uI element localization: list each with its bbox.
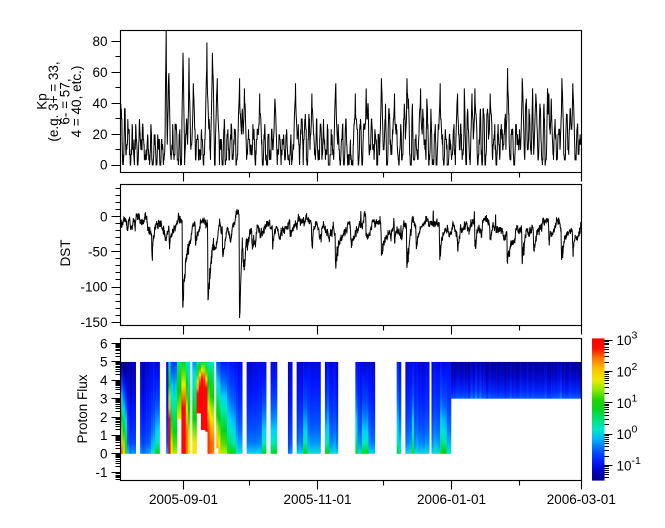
svg-text:2: 2: [100, 410, 108, 425]
svg-text:80: 80: [92, 34, 107, 49]
svg-text:4: 4: [100, 373, 108, 388]
svg-text:DST: DST: [58, 240, 73, 267]
svg-text:Proton Flux: Proton Flux: [75, 374, 90, 443]
svg-text:40: 40: [92, 96, 107, 111]
svg-text:5: 5: [100, 355, 108, 370]
svg-text:Kp: Kp: [35, 93, 50, 110]
svg-text:-150: -150: [80, 315, 107, 330]
svg-text:0: 0: [100, 447, 108, 462]
svg-text:2005-11-01: 2005-11-01: [283, 492, 351, 507]
svg-text:-50: -50: [88, 245, 108, 260]
svg-text:-1: -1: [95, 465, 107, 480]
svg-text:(e.g. 3+ = 33,: (e.g. 3+ = 33,: [46, 61, 61, 141]
svg-text:-100: -100: [80, 280, 107, 295]
svg-text:4 = 40, etc.): 4 = 40, etc.): [69, 66, 84, 138]
svg-text:2006-03-01: 2006-03-01: [547, 492, 616, 507]
svg-text:2006-01-01: 2006-01-01: [417, 492, 486, 507]
svg-text:20: 20: [92, 127, 107, 142]
svg-text:1: 1: [100, 428, 108, 443]
svg-text:6- = 57,: 6- = 57,: [58, 78, 73, 124]
svg-text:60: 60: [92, 65, 107, 80]
svg-text:2005-09-01: 2005-09-01: [149, 492, 218, 507]
svg-text:6: 6: [100, 336, 108, 351]
svg-text:0: 0: [100, 158, 108, 173]
svg-text:0: 0: [100, 209, 108, 224]
svg-text:3: 3: [100, 391, 108, 406]
